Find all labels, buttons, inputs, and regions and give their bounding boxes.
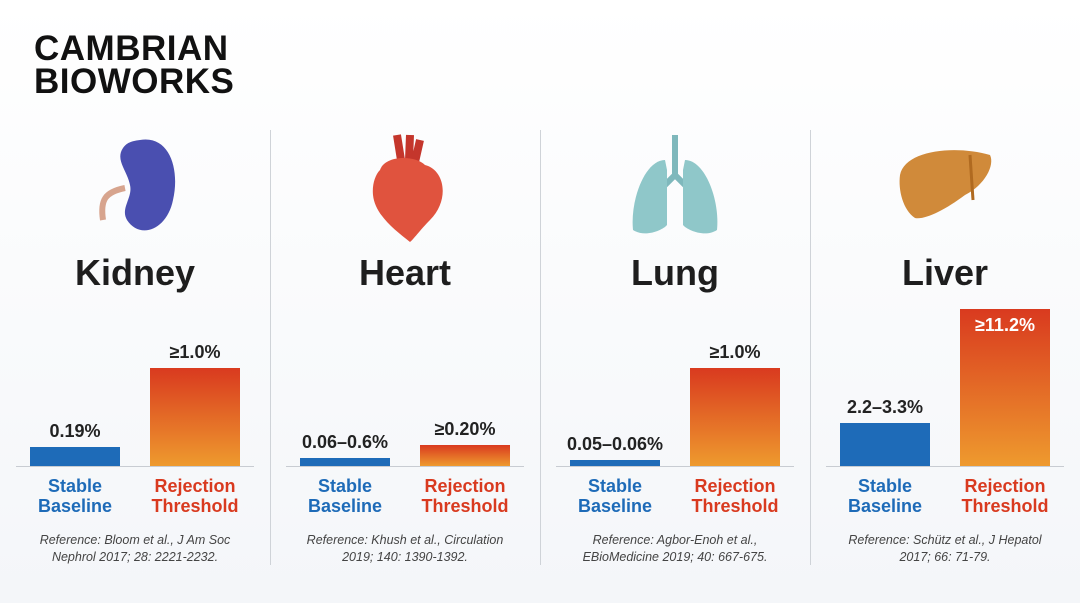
- category-label: Rejection Threshold: [151, 476, 239, 516]
- heart-icon: [372, 134, 443, 242]
- category-label: Rejection Threshold: [421, 476, 509, 516]
- category-label: Stable Baseline: [847, 476, 923, 516]
- bar: [960, 309, 1050, 466]
- reference: Reference: Bloom et al., J Am Soc Nephro…: [39, 533, 231, 564]
- chart-title: Liver: [901, 252, 989, 293]
- axis-line: [556, 466, 794, 467]
- value-label: ≥0.20%: [434, 419, 496, 440]
- value-label: 2.2–3.3%: [846, 396, 924, 417]
- bar: [690, 367, 780, 466]
- category-label: Stable Baseline: [307, 476, 383, 516]
- bar: [300, 457, 390, 466]
- panel: Liver 2.2–3.3% Stable Baseline ≥11.2% Reject…: [810, 130, 1080, 570]
- axis-line: [286, 466, 524, 467]
- value-label: 0.06–0.6%: [301, 431, 389, 452]
- value-label: ≥11.2%: [975, 315, 1035, 335]
- chart-title: Lung: [631, 252, 719, 293]
- panel: Heart 0.06–0.6% Stable Baseline ≥0.20% Rejec…: [270, 130, 540, 570]
- divider: [810, 130, 811, 565]
- divider: [270, 130, 271, 565]
- chart-title: Heart: [358, 252, 452, 293]
- brand-line: CAMBRIAN: [34, 29, 229, 68]
- value-label: 0.05–0.06%: [566, 434, 664, 455]
- reference: Reference: Khush et al., Circulation 201…: [306, 533, 504, 564]
- value-label: 0.19%: [49, 421, 101, 442]
- reference: Reference: Schütz et al., J Hepatol 2017…: [848, 533, 1042, 564]
- category-label: Stable Baseline: [37, 476, 113, 516]
- category-label: Rejection Threshold: [691, 476, 779, 516]
- liver-icon: [899, 150, 992, 219]
- axis-line: [16, 466, 254, 467]
- reference: Reference: Agbor-Enoh et al., EBioMedici…: [582, 533, 768, 564]
- bar: [840, 422, 930, 466]
- kidney-icon: [99, 139, 176, 231]
- chart-title: Kidney: [74, 252, 196, 293]
- value-label: ≥1.0%: [169, 341, 221, 362]
- category-label: Stable Baseline: [577, 476, 653, 516]
- divider: [540, 130, 541, 565]
- category-label: Rejection Threshold: [961, 476, 1049, 516]
- bar: [30, 447, 120, 466]
- lung-icon: [632, 135, 718, 234]
- panel: Kidney 0.19% Stable Baseline ≥1.0% Rejection…: [0, 130, 270, 570]
- bar: [570, 460, 660, 466]
- value-label: ≥1.0%: [709, 341, 761, 362]
- panel: Lung 0.05–0.06% Stable Baseline ≥1.0% Reject…: [540, 130, 810, 570]
- brand: CAMBRIAN BIOWORKS: [34, 29, 235, 101]
- axis-line: [826, 466, 1064, 467]
- bar: [420, 445, 510, 466]
- brand-line: BIOWORKS: [34, 62, 235, 101]
- bar: [150, 367, 240, 466]
